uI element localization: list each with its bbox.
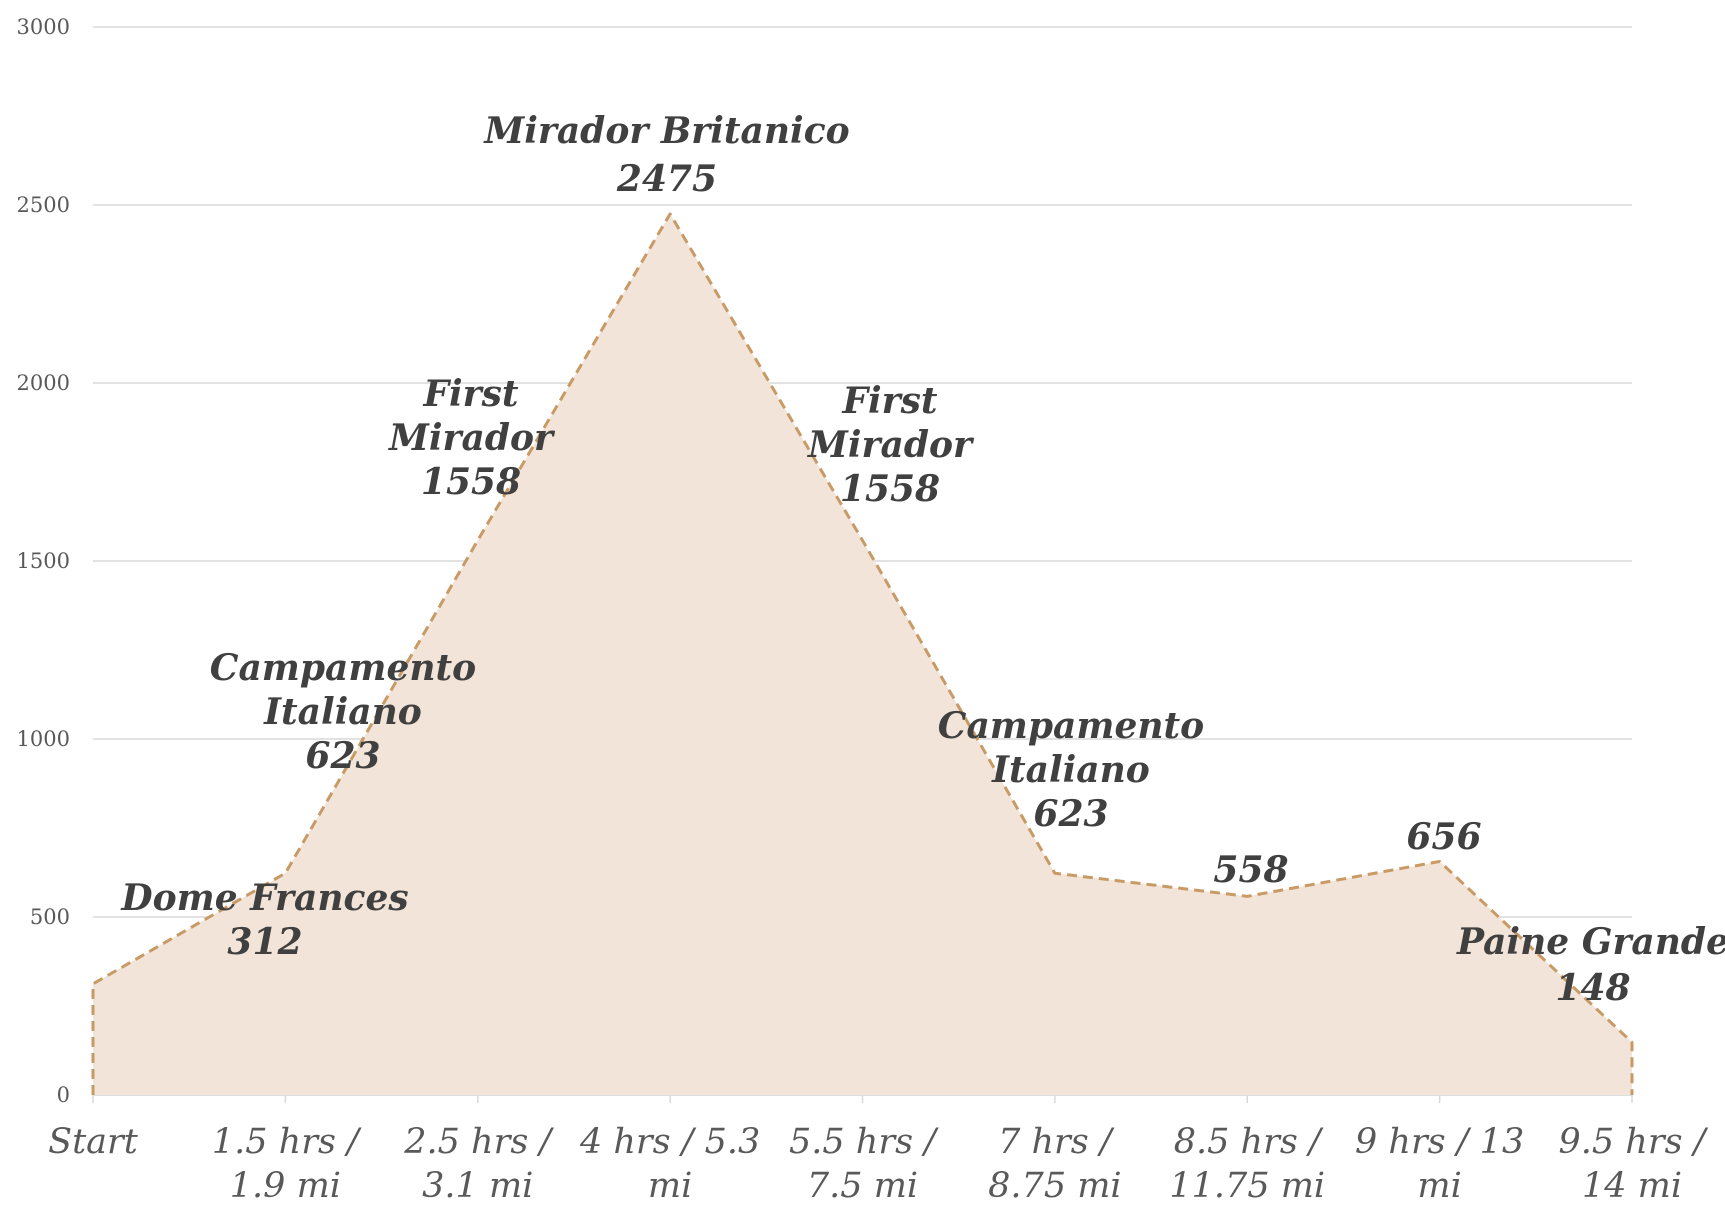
data-label: First Mirador 1558 (387, 373, 556, 503)
x-tick-label: 2.5 hrs /3.1 mi (403, 1122, 554, 1206)
y-tick-label: 2500 (17, 193, 70, 217)
x-tick-label: 9 hrs / 13 mi (1355, 1122, 1524, 1206)
series-line (91, 212, 1634, 1095)
data-label: Paine Grande 148 (1456, 921, 1725, 1009)
data-label: Dome Frances 312 (120, 877, 408, 963)
x-tick-label: 1.5 hrs /1.9 mi (212, 1122, 362, 1206)
data-label: 656 (1406, 816, 1481, 858)
x-tick-label: 7 hrs /8.75 mi (988, 1122, 1121, 1206)
y-tick-label: 3000 (17, 15, 70, 39)
y-tick-label: 2000 (17, 371, 70, 395)
data-label: First Mirador 1558 (806, 380, 975, 510)
data-label: Campamento Italiano 623 (210, 647, 476, 777)
data-label: Campamento Italiano 623 (938, 705, 1204, 835)
y-tick-label: 1500 (17, 549, 70, 573)
x-tick-label: Start (48, 1122, 139, 1162)
y-axis-ticks: 0 500 1000 1500 2000 2500 3000 (17, 15, 70, 1107)
y-tick-label: 1000 (17, 727, 70, 751)
y-tick-label: 0 (57, 1083, 70, 1107)
data-label: Mirador Britanico 2475 (482, 110, 849, 200)
x-axis-ticks: Start 1.5 hrs /1.9 mi 2.5 hrs /3.1 mi 4 hrs… (48, 1122, 1709, 1206)
x-tick-label: 8.5 hrs /11.75 mi (1169, 1122, 1325, 1206)
y-tick-label: 500 (30, 905, 70, 929)
x-tick-label: 5.5 hrs /7.5 mi (789, 1122, 939, 1206)
data-label: 558 (1213, 849, 1288, 891)
area-series (91, 212, 1634, 1095)
x-tick-label: 4 hrs / 5.3 mi (579, 1122, 760, 1206)
x-tick-label: 9.5 hrs /14 mi (1559, 1122, 1709, 1206)
data-labels: Dome Frances 312 Campamento Italiano 623 Firs… (120, 110, 1725, 1009)
area-fill (93, 213, 1632, 1095)
